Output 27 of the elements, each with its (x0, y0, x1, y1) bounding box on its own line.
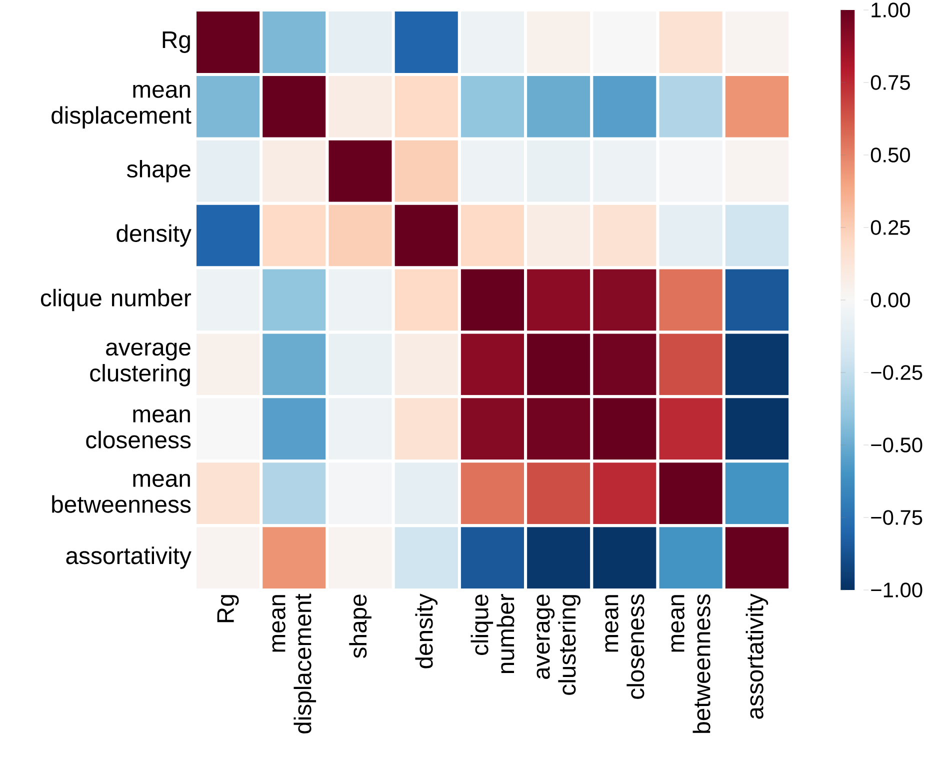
y-tick-label: density (116, 224, 192, 247)
y-tick-label: average clustering (90, 342, 190, 386)
y-tick-label: Rg (162, 32, 190, 53)
y-tick-label: clique number (40, 288, 192, 312)
color-bar-label: −0.25 (871, 365, 922, 380)
y-tick-label: shape (127, 160, 190, 182)
color-bar-label: −0.75 (871, 510, 922, 525)
x-tick-label: density (415, 594, 438, 668)
x-tick-label: assortativity (746, 594, 768, 719)
y-tick-label: mean closeness (86, 409, 191, 448)
color-bar-label: 0.75 (870, 75, 910, 90)
color-bar-label: 1.00 (872, 2, 910, 18)
x-tick-label: mean displacement (272, 594, 316, 734)
y-tick-label: mean betweenness (52, 474, 191, 513)
x-tick-label: shape (349, 594, 372, 658)
color-bar-label: −1.00 (871, 582, 922, 598)
x-tick-label: mean closeness (605, 594, 644, 699)
color-bar-label: −0.50 (871, 438, 922, 452)
color-bar-label: 0.50 (870, 148, 910, 162)
x-tick-label: Rg (217, 595, 239, 622)
x-tick-label: average clustering (536, 594, 580, 695)
x-tick-label: mean betweenness (671, 594, 710, 733)
color-bar-label: 0.25 (870, 220, 910, 235)
y-tick-label: assortativity (66, 546, 192, 569)
color-bar-label: 0.00 (870, 292, 910, 308)
x-tick-label: clique number (470, 594, 514, 674)
y-tick-label: mean displacement (52, 84, 192, 129)
